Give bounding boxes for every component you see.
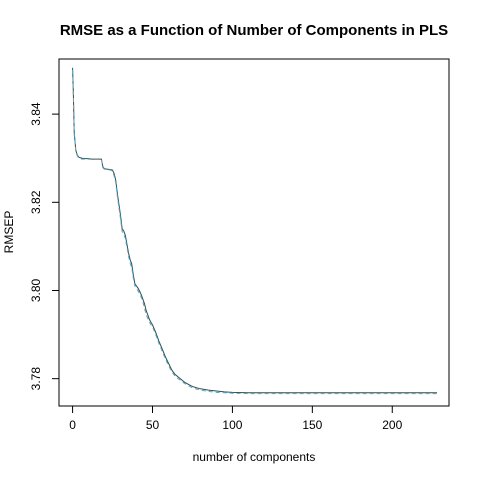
x-axis-label: number of components: [193, 450, 316, 464]
series-line-dashed: [72, 70, 438, 395]
x-tick-label: 100: [222, 418, 242, 432]
y-tick-label: 3.82: [29, 190, 43, 214]
x-tick-label: 150: [302, 418, 322, 432]
x-axis: 0 50 100 150 200: [69, 406, 403, 432]
series-layer: [72, 67, 438, 395]
x-tick-label: 50: [146, 418, 160, 432]
x-tick-label: 200: [382, 418, 402, 432]
y-tick-label: 3.84: [29, 102, 43, 126]
y-tick-label: 3.80: [29, 278, 43, 302]
plot-frame: [58, 58, 450, 407]
series-line-solid: [72, 67, 438, 394]
y-axis-label: RMSEP: [2, 211, 16, 254]
chart-title: RMSE as a Function of Number of Componen…: [60, 22, 448, 39]
y-tick-label: 3.78: [29, 367, 43, 391]
y-axis: 3.78 3.80 3.82 3.84: [29, 102, 59, 390]
x-tick-label: 0: [69, 418, 76, 432]
